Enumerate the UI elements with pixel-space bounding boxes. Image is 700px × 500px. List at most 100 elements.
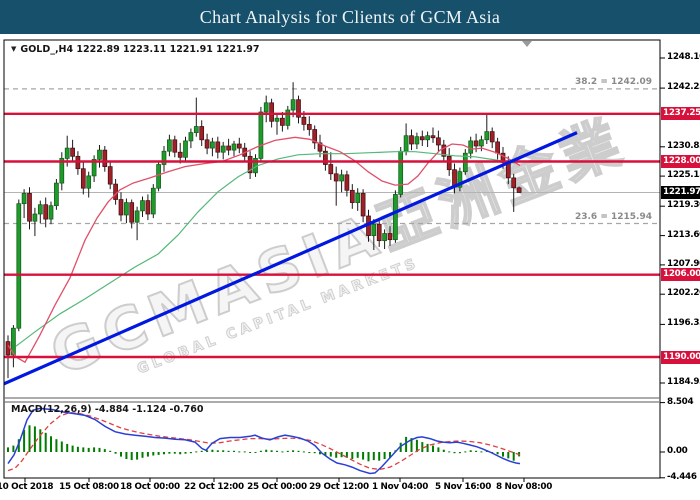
candle-bearish bbox=[247, 155, 253, 174]
macd-histogram-bar bbox=[302, 451, 305, 453]
candle-bullish bbox=[263, 102, 269, 113]
candle-bearish bbox=[360, 193, 366, 217]
macd-histogram-bar bbox=[512, 452, 515, 461]
level-price-badge: 1237.25 bbox=[661, 107, 700, 121]
candle-bearish bbox=[43, 204, 49, 220]
candle-bullish bbox=[457, 171, 463, 188]
macd-histogram-bar bbox=[313, 452, 316, 454]
macd-histogram-bar bbox=[200, 450, 203, 452]
candle-bearish bbox=[511, 177, 517, 189]
candle-bullish bbox=[150, 187, 156, 215]
candle-bearish bbox=[409, 135, 414, 145]
candle-bullish bbox=[468, 140, 474, 154]
price-tick-label: 1242.25 bbox=[667, 82, 700, 93]
macd-group[interactable] bbox=[7, 407, 521, 475]
macd-histogram-bar bbox=[475, 450, 478, 452]
candle-bullish bbox=[156, 164, 161, 189]
macd-histogram-bar bbox=[12, 445, 15, 452]
candle-bearish bbox=[344, 174, 350, 191]
time-axis-label[interactable]: 8 Nov 08:00 bbox=[495, 482, 553, 492]
main-chart-group[interactable] bbox=[4, 41, 660, 386]
macd-histogram-bar bbox=[442, 449, 445, 452]
macd-histogram-bar bbox=[168, 452, 171, 454]
macd-histogram-bar bbox=[453, 452, 456, 454]
candle-bullish bbox=[59, 158, 65, 184]
candle-bearish bbox=[516, 187, 522, 193]
macd-histogram-bar bbox=[157, 452, 160, 455]
time-axis-label[interactable]: 18 Oct 00:00 bbox=[120, 482, 180, 492]
candle-bearish bbox=[226, 145, 231, 151]
time-axis-label[interactable]: 1 Nov 04:00 bbox=[371, 482, 429, 492]
candle-bearish bbox=[317, 142, 323, 152]
candle-bullish bbox=[484, 131, 490, 141]
time-axis-label[interactable]: 29 Oct 12:00 bbox=[309, 482, 369, 492]
price-tick-label: 1196.35 bbox=[667, 318, 700, 329]
macd-histogram-bar bbox=[55, 439, 58, 452]
price-tick-label: 1184.95 bbox=[667, 377, 700, 387]
macd-tick-label: 0.00 bbox=[667, 446, 688, 456]
macd-histogram-bar bbox=[76, 446, 79, 452]
candle-bearish bbox=[473, 140, 479, 147]
candle-bearish bbox=[215, 141, 221, 153]
macd-histogram-bar bbox=[265, 449, 268, 452]
price-tick-label: 1225.15 bbox=[667, 170, 700, 181]
candle-bullish bbox=[124, 202, 129, 216]
candle-bearish bbox=[349, 189, 355, 203]
title-bar: Chart Analysis for Clients of GCM Asia bbox=[0, 0, 700, 34]
candle-bearish bbox=[113, 183, 118, 200]
symbol-header: ▼ GOLD_,H4 1222.89 1223.11 1221.91 1221.9… bbox=[11, 44, 259, 55]
fib-level-label: 38.2 = 1242.09 bbox=[574, 76, 652, 87]
time-axis-label[interactable]: 22 Oct 12:00 bbox=[184, 482, 244, 492]
macd-histogram-bar bbox=[367, 452, 370, 462]
candle-bearish bbox=[27, 193, 32, 222]
macd-histogram-bar bbox=[496, 452, 499, 455]
macd-histogram-bar bbox=[243, 451, 246, 453]
macd-histogram-bar bbox=[222, 450, 225, 452]
time-axis-label[interactable]: 10 Oct 2018 bbox=[0, 482, 54, 492]
macd-label: MACD(12,26,9) -4.884 -1.124 -0.760 bbox=[11, 404, 204, 415]
macd-histogram-bar bbox=[120, 452, 122, 457]
macd-histogram-bar bbox=[71, 445, 74, 452]
candle-bearish bbox=[102, 149, 108, 167]
chevron-down-icon[interactable]: ▼ bbox=[11, 45, 17, 53]
macd-histogram-bar bbox=[136, 452, 139, 460]
macd-tick-label: -4.446 bbox=[667, 471, 697, 482]
candle-bullish bbox=[161, 150, 167, 165]
candle-bullish bbox=[382, 233, 387, 242]
candle-bearish bbox=[495, 141, 500, 154]
macd-histogram-bar bbox=[276, 450, 278, 452]
candle-bearish bbox=[436, 137, 441, 146]
candle-bullish bbox=[91, 159, 97, 177]
time-axis-label[interactable]: 25 Oct 00:00 bbox=[247, 482, 307, 492]
fib-level-label: 23.6 = 1215.94 bbox=[574, 211, 652, 222]
time-axis-label[interactable]: 15 Oct 08:00 bbox=[59, 482, 119, 492]
macd-histogram-bar bbox=[458, 452, 461, 454]
candle-bullish bbox=[414, 136, 420, 145]
macd-histogram-bar bbox=[163, 452, 165, 455]
price-tick-label: 1219.30 bbox=[667, 200, 700, 211]
candle-bullish bbox=[16, 203, 22, 329]
macd-histogram-bar bbox=[378, 452, 381, 461]
candle-bearish bbox=[306, 124, 312, 130]
candle-bearish bbox=[280, 117, 285, 126]
time-axis-label[interactable]: 5 Nov 16:00 bbox=[434, 482, 492, 492]
triangle-marker-icon bbox=[522, 41, 532, 47]
candle-bearish bbox=[80, 168, 86, 189]
candle-bullish bbox=[188, 132, 194, 142]
candle-bullish bbox=[403, 135, 409, 152]
macd-histogram-bar bbox=[206, 450, 209, 452]
candle-bearish bbox=[376, 223, 382, 242]
macd-header: MACD(12,26,9) -4.884 -1.124 -0.760 bbox=[11, 404, 204, 415]
macd-histogram-bar bbox=[211, 449, 214, 452]
candle-bearish bbox=[446, 155, 452, 171]
macd-histogram-bar bbox=[109, 450, 112, 452]
candle-bearish bbox=[328, 164, 334, 175]
price-tick-label: 1202.20 bbox=[667, 288, 700, 299]
macd-histogram-bar bbox=[421, 442, 424, 452]
trendline[interactable] bbox=[4, 131, 578, 386]
candle-bullish bbox=[32, 213, 38, 222]
candle-bearish bbox=[204, 139, 210, 149]
candle-bullish bbox=[134, 210, 140, 223]
candle-bearish bbox=[177, 151, 183, 158]
